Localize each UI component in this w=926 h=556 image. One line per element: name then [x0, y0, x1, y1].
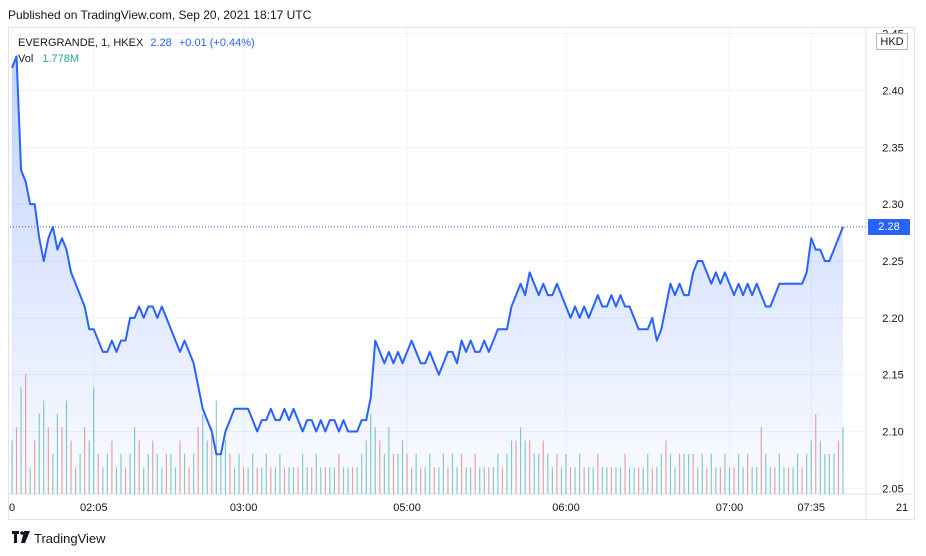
volume-value: 1.778M — [42, 53, 80, 65]
x-tick-label: 21 — [896, 502, 908, 514]
published-caption: Published on TradingView.com, Sep 20, 20… — [8, 8, 312, 22]
y-tick-label: 2.15 — [882, 370, 903, 382]
volume-bar — [215, 400, 217, 494]
x-tick-label: 06:00 — [552, 502, 580, 514]
price-line — [11, 55, 844, 456]
x-tick-label: 07:35 — [797, 502, 825, 514]
y-tick-label: 2.20 — [882, 313, 903, 325]
price-area — [10, 55, 866, 494]
last-price-value: 2.28 — [150, 37, 172, 49]
symbol-label: EVERGRANDE, 1, HKEX — [18, 37, 144, 49]
time-axis: 0 02:05 03:00 05:00 06:00 07:00 07:35 21 — [9, 502, 908, 514]
x-tick-label: 02:05 — [80, 502, 108, 514]
y-tick-label: 2.25 — [882, 256, 903, 268]
brand-name: TradingView — [34, 530, 106, 546]
y-tick-label: 2.40 — [882, 86, 903, 98]
price-area-fill — [12, 56, 843, 494]
x-tick-label: 07:00 — [716, 502, 744, 514]
price-change-value: +0.01 (+0.44%) — [178, 37, 255, 49]
chart-frame — [8, 27, 915, 520]
last-price-tag: 2.28 — [868, 218, 910, 235]
tradingview-logo-icon — [12, 530, 30, 546]
x-tick-label: 05:00 — [393, 502, 421, 514]
y-tick-label: 2.30 — [882, 199, 903, 211]
price-axis: 2.052.102.152.202.252.302.352.402.45 — [882, 29, 903, 496]
x-tick-label: 0 — [9, 502, 15, 514]
volume-label: Vol — [18, 53, 34, 65]
currency-button[interactable]: HKD — [876, 33, 908, 50]
y-tick-label: 2.10 — [882, 426, 903, 438]
x-tick-label: 03:00 — [230, 502, 258, 514]
y-tick-label: 2.35 — [882, 142, 903, 154]
footer-brand[interactable]: TradingView — [12, 530, 106, 546]
chart-legend: EVERGRANDE, 1, HKEX 2.28 +0.01 (+0.44%) … — [18, 35, 255, 67]
y-tick-label: 2.05 — [882, 483, 903, 495]
